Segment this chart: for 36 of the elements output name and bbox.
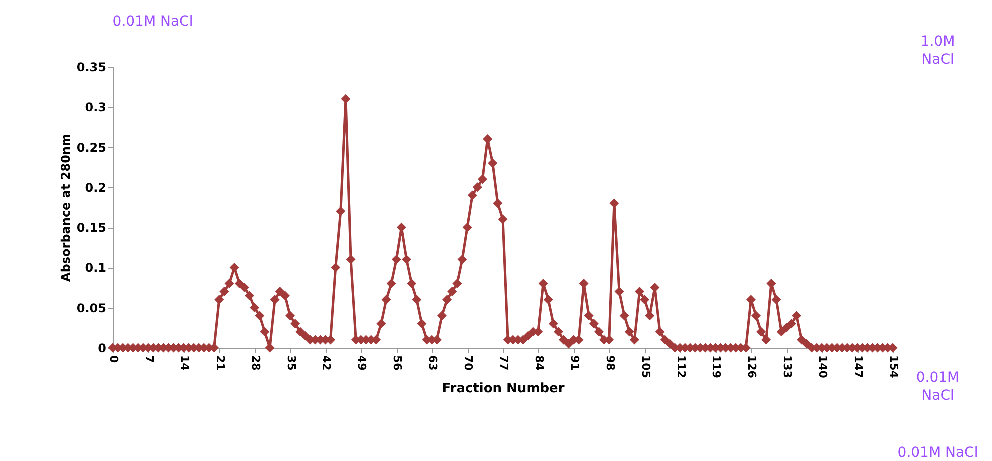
x-tick-label: 147 bbox=[852, 356, 866, 378]
x-tick-label: 7 bbox=[142, 356, 156, 364]
x-axis-title: Fraction Number bbox=[442, 381, 566, 396]
x-tick-label: 21 bbox=[214, 356, 227, 371]
x-tick-label: 98 bbox=[604, 356, 617, 371]
x-tick-label: 119 bbox=[710, 356, 724, 378]
x-tick-label: 49 bbox=[356, 356, 369, 371]
text: 0.01M NaCl bbox=[898, 445, 978, 461]
x-tick-label: 35 bbox=[284, 356, 298, 371]
x-tick-label: 63 bbox=[426, 356, 440, 371]
text: 0.01M NaCl bbox=[916, 370, 960, 404]
y-tick-label: 0.05 bbox=[76, 301, 106, 316]
x-tick-label: 140 bbox=[816, 356, 830, 379]
x-tick-label: 56 bbox=[391, 356, 404, 372]
text: 1.0M NaCl bbox=[920, 34, 956, 68]
y-tick-label: 0.3 bbox=[85, 100, 106, 115]
x-tick-label: 14 bbox=[178, 356, 192, 372]
y-tick-label: 0.15 bbox=[76, 221, 106, 236]
x-tick-label: 42 bbox=[320, 356, 334, 371]
text: 0.01M NaCl bbox=[112, 14, 194, 30]
x-tick-label: 70 bbox=[462, 356, 476, 372]
x-tick-label: 112 bbox=[674, 356, 688, 378]
y-tick-label: 0.2 bbox=[85, 180, 106, 195]
x-tick-label: 133 bbox=[781, 356, 794, 378]
x-tick-label: 154 bbox=[888, 356, 900, 379]
y-tick-label: 0.35 bbox=[76, 60, 106, 74]
x-tick-label: 77 bbox=[498, 356, 510, 371]
x-tick-label: 91 bbox=[568, 356, 582, 371]
x-tick-label: 84 bbox=[532, 356, 546, 372]
x-tick-label: 105 bbox=[639, 356, 652, 378]
x-tick-label: 0 bbox=[108, 356, 120, 364]
y-axis-title: Absorbance at 280nm bbox=[58, 134, 73, 282]
y-tick-label: 0.1 bbox=[85, 261, 106, 276]
y-tick-label: 0.25 bbox=[76, 140, 106, 155]
x-tick-label: 126 bbox=[746, 356, 759, 379]
x-tick-label: 28 bbox=[249, 356, 262, 371]
